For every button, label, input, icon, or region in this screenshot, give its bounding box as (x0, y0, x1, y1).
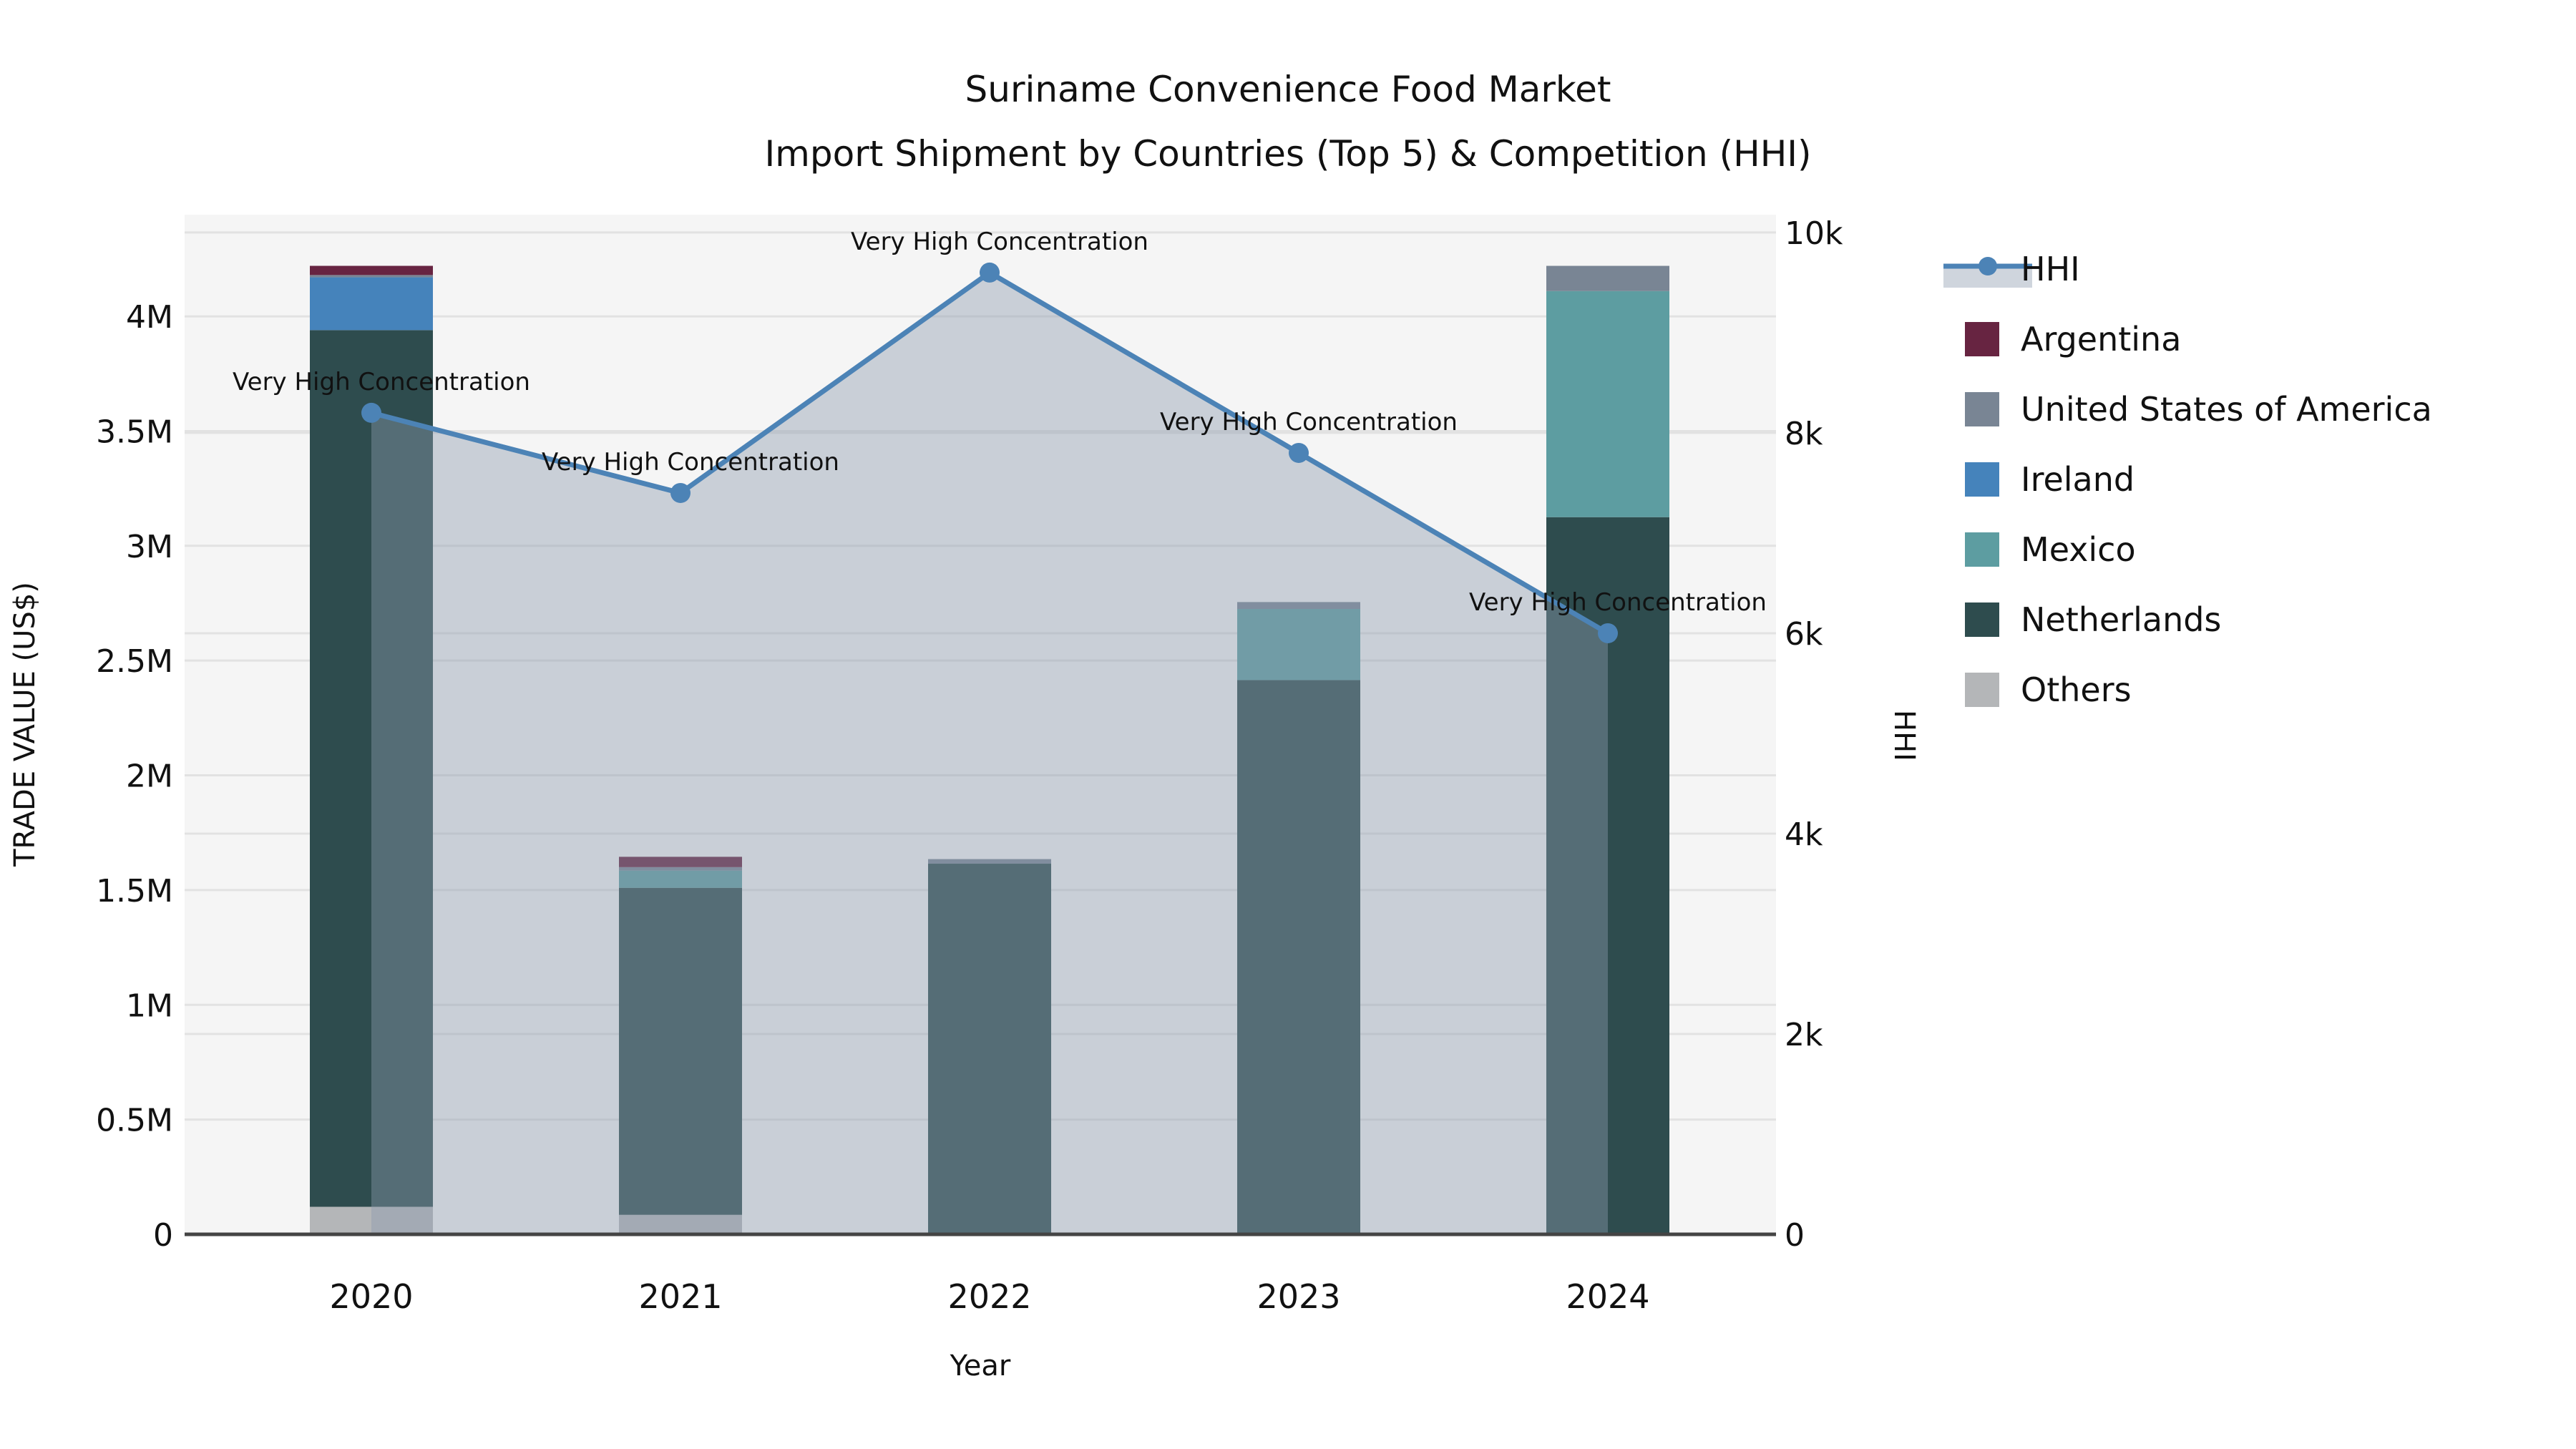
left-tick-labels: 0 0.5M 1M 1.5M 2M 2.5M 3M 3.5M 4M (96, 299, 173, 1254)
x-tick-label-2020: 2020 (329, 1277, 413, 1316)
x-tick-label-2023: 2023 (1257, 1277, 1340, 1316)
legend-item-hhi: HHI (1943, 250, 2080, 288)
legend-swatch-netherlands (1965, 602, 1999, 637)
legend-label: Mexico (2021, 530, 2136, 569)
left-axis-title: TRADE VALUE (US$) (9, 582, 42, 867)
bar-segment-2021-mexico (619, 870, 742, 888)
annotation-2022: Very High Concentration (851, 228, 1148, 256)
bar-segment-2022-united-states-of-america (928, 859, 1051, 864)
left-tick-label: 2M (126, 758, 173, 795)
right-tick-label: 6k (1785, 616, 1823, 653)
legend-item-ireland: Ireland (1965, 460, 2135, 499)
legend-swatch-ireland (1965, 462, 1999, 497)
right-tick-label: 0 (1785, 1217, 1805, 1254)
left-tick-label: 1.5M (96, 873, 173, 909)
legend-label: Netherlands (2021, 600, 2221, 639)
legend-hhi-marker (1979, 257, 1997, 275)
hhi-marker-2020 (361, 402, 381, 423)
x-tick-label-2022: 2022 (947, 1277, 1031, 1316)
legend-swatch-others (1965, 673, 1999, 707)
annotation-2021: Very High Concentration (542, 448, 839, 477)
legend-item-netherlands: Netherlands (1965, 600, 2221, 639)
left-tick-label: 0.5M (96, 1103, 173, 1139)
legend-item-united-states-of-america: United States of America (1965, 390, 2432, 429)
left-tick-label: 4M (126, 299, 173, 336)
right-tick-labels: 0 2k 4k 6k 8k 10k (1785, 215, 1843, 1254)
x-axis-title: Year (950, 1350, 1011, 1382)
legend-item-mexico: Mexico (1965, 530, 2136, 569)
legend-label: United States of America (2021, 390, 2432, 429)
bar-segment-2020-ireland (310, 277, 433, 331)
legend-label: HHI (2021, 250, 2080, 288)
legend-item-argentina: Argentina (1965, 320, 2181, 358)
left-tick-label: 3.5M (96, 414, 173, 450)
legend-swatch-argentina (1965, 322, 1999, 356)
legend-swatch-mexico (1965, 532, 1999, 567)
bar-segment-2020-argentina (310, 265, 433, 275)
hhi-marker-2021 (670, 482, 691, 503)
legend-swatch-united-states-of-america (1965, 392, 1999, 426)
legend-label: Others (2021, 670, 2132, 709)
annotation-2020: Very High Concentration (233, 368, 530, 396)
bar-segment-2021-united-states-of-america (619, 867, 742, 871)
legend-item-others: Others (1965, 670, 2132, 709)
hhi-area-fill (371, 272, 1608, 1234)
x-tick-label-2024: 2024 (1566, 1277, 1649, 1316)
hhi-marker-2024 (1598, 623, 1618, 643)
left-tick-label: 0 (153, 1217, 173, 1254)
legend: HHI Argentina United States of America Irel… (1943, 250, 2432, 709)
bar-segment-2020-united-states-of-america (310, 275, 433, 278)
bar-segment-2020-netherlands (310, 330, 433, 1207)
bar-segment-2021-others (619, 1214, 742, 1234)
hhi-marker-2022 (980, 262, 1000, 283)
left-tick-label: 1M (126, 987, 173, 1024)
chart-title-line2: Import Shipment by Countries (Top 5) & C… (764, 133, 1812, 175)
legend-label: Argentina (2021, 320, 2181, 358)
right-tick-label: 8k (1785, 416, 1823, 452)
bar-segment-2022-netherlands (928, 864, 1051, 1234)
legend-label: Ireland (2021, 460, 2135, 499)
bar-segment-2024-mexico (1546, 291, 1669, 517)
right-axis-title: HHI (1888, 710, 1921, 761)
x-tick-label-2021: 2021 (638, 1277, 722, 1316)
right-tick-label: 4k (1785, 816, 1823, 853)
bar-segment-2020-others (310, 1206, 433, 1234)
bar-segment-2023-united-states-of-america (1237, 602, 1360, 610)
bar-series-group (310, 265, 1669, 1234)
x-tick-labels: 2020 2021 2022 2023 2024 (329, 1277, 1649, 1316)
bar-segment-2023-netherlands (1237, 680, 1360, 1234)
right-tick-label: 2k (1785, 1017, 1823, 1053)
bar-segment-2023-mexico (1237, 609, 1360, 680)
chart-title-line1: Suriname Convenience Food Market (965, 69, 1611, 110)
hhi-marker-2023 (1289, 442, 1309, 463)
annotation-2023: Very High Concentration (1160, 408, 1458, 436)
right-tick-label: 10k (1785, 215, 1843, 252)
bar-segment-2021-argentina (619, 857, 742, 867)
bar-segment-2021-netherlands (619, 887, 742, 1215)
annotation-2024: Very High Concentration (1469, 588, 1767, 617)
bar-segment-2024-united-states-of-america (1546, 265, 1669, 291)
left-tick-label: 2.5M (96, 643, 173, 680)
left-tick-label: 3M (126, 529, 173, 565)
